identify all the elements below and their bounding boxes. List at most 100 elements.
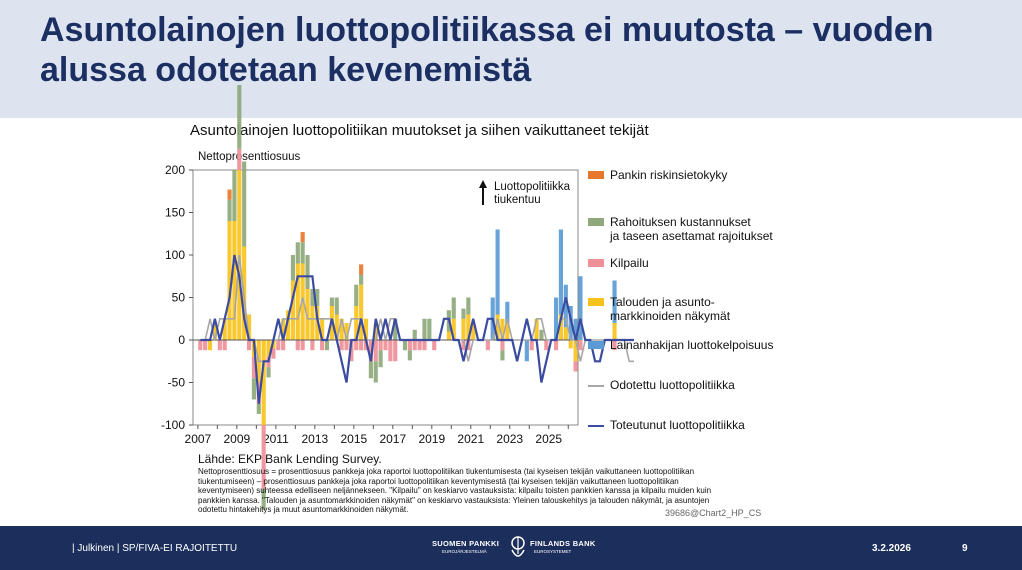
legend-swatch bbox=[588, 298, 604, 306]
bar-segment bbox=[363, 340, 369, 351]
bar-segment bbox=[612, 280, 617, 323]
legend-label: Odotettu luottopolitiikka bbox=[610, 378, 735, 392]
y-tick-label: 0 bbox=[178, 333, 185, 347]
bar-segment bbox=[256, 403, 261, 414]
bar-segment bbox=[558, 229, 564, 315]
bar-segment bbox=[222, 318, 227, 340]
bar-segment bbox=[427, 318, 432, 340]
legend-label: Rahoituksen kustannukset ja taseen asett… bbox=[610, 215, 773, 243]
legend-swatch bbox=[588, 171, 604, 179]
x-tick-label: 2015 bbox=[340, 432, 367, 446]
bar-segment bbox=[363, 318, 369, 340]
bar-segment bbox=[373, 323, 378, 340]
bar-segment bbox=[359, 274, 364, 285]
x-tick-label: 2021 bbox=[457, 432, 484, 446]
bar-segment bbox=[344, 323, 349, 340]
bar-segment bbox=[295, 263, 300, 340]
legend-swatch bbox=[588, 425, 604, 427]
bar-segment bbox=[563, 327, 568, 340]
bar-segment bbox=[495, 229, 500, 315]
legend-label: Talouden ja asunto- markkinoiden näkymät bbox=[610, 295, 731, 323]
bar-segment bbox=[281, 340, 286, 351]
bar-segment bbox=[402, 340, 408, 351]
bar-segment bbox=[334, 297, 339, 315]
bar-segment bbox=[578, 276, 583, 340]
bar-segment bbox=[354, 306, 359, 340]
bar-segment bbox=[251, 357, 256, 379]
bar-segment bbox=[573, 361, 578, 372]
logo-text-fi: SUOMEN PANKKI bbox=[432, 539, 500, 548]
bar-segment bbox=[378, 350, 383, 368]
bar-segment bbox=[461, 340, 466, 351]
bar-segment bbox=[383, 340, 388, 351]
chart-title: Asuntolainojen luottopolitiikan muutokse… bbox=[190, 122, 649, 139]
bar-segment bbox=[305, 289, 310, 340]
bar-segment bbox=[500, 350, 505, 361]
bar-segment bbox=[246, 340, 252, 351]
bar-segment bbox=[290, 280, 295, 340]
bar-segment bbox=[378, 340, 383, 351]
bar-segment bbox=[412, 329, 417, 340]
bar-segment bbox=[339, 318, 344, 340]
legend-swatch bbox=[588, 259, 604, 267]
bar-segment bbox=[612, 323, 617, 340]
bar-segment bbox=[310, 340, 315, 351]
bar-segment bbox=[407, 340, 412, 351]
logo-subtext-sv: EUROSYSTEMET bbox=[534, 549, 572, 554]
bar-segment bbox=[368, 340, 373, 362]
bar-segment bbox=[563, 284, 568, 328]
bar-segment bbox=[344, 340, 349, 351]
y-tick-label: 150 bbox=[165, 206, 185, 220]
bar-segment bbox=[451, 297, 456, 319]
bar-segment bbox=[461, 308, 466, 319]
bar-segment bbox=[305, 255, 310, 289]
bar-segment bbox=[368, 361, 373, 379]
legend-label: Lainanhakijan luottokelpoisuus bbox=[610, 338, 774, 352]
bar-segment bbox=[212, 323, 218, 340]
bar-segment bbox=[242, 161, 247, 247]
bar-segment bbox=[407, 350, 412, 361]
legend-label: Pankin riskinsietokyky bbox=[610, 168, 728, 182]
bar-segment bbox=[285, 310, 291, 340]
slide-header: Asuntolainojen luottopolitiikassa ei muu… bbox=[0, 0, 1022, 118]
x-tick-label: 2017 bbox=[379, 432, 406, 446]
tightening-annotation: Luottopolitiikka tiukentuu bbox=[494, 181, 571, 206]
bar-segment bbox=[271, 348, 276, 359]
bar-segment bbox=[422, 340, 427, 351]
legend-label: Kilpailu bbox=[610, 256, 649, 270]
bar-segment bbox=[324, 340, 330, 351]
bar-segment bbox=[237, 148, 242, 170]
bar-segment bbox=[310, 289, 315, 306]
bar-segment bbox=[217, 340, 222, 351]
source-text: Lähde: EKP Bank Lending Survey. bbox=[198, 452, 382, 466]
bar-segment bbox=[227, 189, 232, 200]
bar-segment bbox=[222, 340, 227, 351]
y-tick-label: -50 bbox=[168, 376, 186, 390]
bar-segment bbox=[349, 340, 354, 362]
slide-title: Asuntolainojen luottopolitiikassa ei muu… bbox=[40, 11, 934, 89]
bar-segment bbox=[359, 264, 364, 275]
bar-segment bbox=[320, 318, 325, 340]
bar-segment bbox=[266, 367, 271, 378]
footnote-text: Nettoprosenttiosuus = prosenttiosuus pan… bbox=[198, 467, 712, 515]
bar-segment bbox=[568, 340, 573, 349]
x-tick-label: 2011 bbox=[263, 432, 289, 446]
bar-segment bbox=[276, 340, 281, 351]
x-tick-label: 2013 bbox=[301, 432, 328, 446]
plot-frame bbox=[192, 169, 579, 426]
bar-segment bbox=[500, 318, 505, 340]
y-tick-label: -100 bbox=[161, 418, 185, 432]
bank-logo: SUOMEN PANKKI EUROJÄRJESTELMÄ FINLANDS B… bbox=[432, 534, 602, 562]
bar-segment bbox=[281, 318, 286, 340]
logo-text-sv: FINLANDS BANK bbox=[530, 539, 596, 548]
chart-code: 39686@Chart2_HP_CS bbox=[665, 508, 762, 518]
lion-emblem-icon bbox=[511, 536, 525, 557]
legend-swatch bbox=[588, 385, 604, 387]
bar-segment bbox=[300, 263, 305, 340]
bar-segment bbox=[612, 340, 617, 351]
bar-segment bbox=[451, 318, 456, 340]
bar-segment bbox=[558, 314, 564, 340]
page-number: 9 bbox=[962, 543, 968, 554]
bar-segment bbox=[578, 340, 583, 351]
